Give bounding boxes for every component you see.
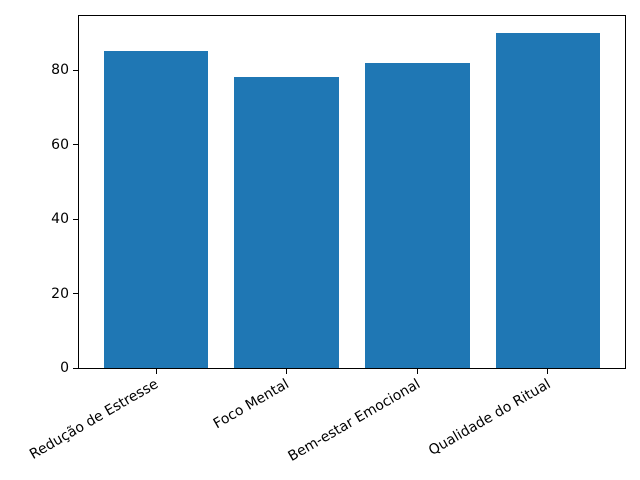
x-tick-mark-2 [416,369,418,374]
y-tick-label-0: 0 [60,360,69,376]
y-tick-mark-3 [73,144,78,145]
y-tick-mark-0 [73,367,78,369]
x-tick-label-0: Redução de Estresse [27,376,162,463]
y-tick-label-1: 20 [51,285,69,302]
y-tick-label-3: 60 [51,136,69,153]
x-tick-mark-0 [155,369,157,374]
x-tick-label-3: Qualidade do Ritual [425,376,554,460]
bar-3 [495,32,601,368]
y-tick-label-2: 40 [51,211,69,227]
y-tick-mark-2 [73,218,78,220]
bar-2 [365,62,470,368]
x-tick-label-1: Foco Mental [211,376,293,433]
x-tick-mark-1 [286,369,288,374]
y-tick-label-4: 80 [51,62,69,78]
bar-0 [103,51,209,368]
y-tick-mark-4 [73,69,78,71]
plot-area [78,15,626,369]
bar-1 [234,77,339,368]
x-tick-label-2: Bem-estar Emocional [285,376,423,465]
y-tick-mark-1 [73,293,78,294]
x-tick-mark-3 [547,369,549,374]
